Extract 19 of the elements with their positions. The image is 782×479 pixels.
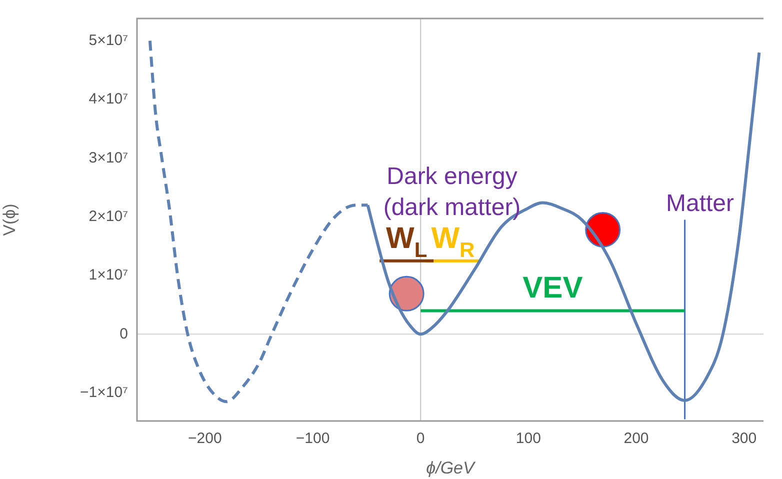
annotation: Dark energy — [386, 163, 518, 190]
y-tick-label: 5×10⁷ — [88, 32, 128, 49]
y-tick-label: −1×10⁷ — [80, 384, 128, 401]
annotation: Matter — [666, 190, 734, 217]
y-tick-label: 3×10⁷ — [88, 149, 128, 166]
y-tick-label: 2×10⁷ — [88, 208, 128, 225]
annotation: (dark matter) — [383, 194, 521, 221]
x-tick-label: 0 — [416, 430, 425, 448]
y-tick-label: 0 — [120, 325, 128, 342]
x-axis-title: ϕ/GeV — [426, 458, 476, 478]
y-axis-title: V(ϕ) — [0, 204, 19, 236]
y-tick-label: 4×10⁷ — [88, 90, 128, 108]
x-tick-label: −100 — [296, 430, 330, 448]
x-tick-label: 200 — [624, 430, 649, 448]
x-tick-label: 100 — [516, 430, 541, 448]
y-tick-label: 1×10⁷ — [88, 266, 128, 284]
x-tick-label: 300 — [732, 430, 757, 448]
x-tick-label: −200 — [188, 430, 222, 448]
series-label: VEV — [522, 272, 583, 305]
